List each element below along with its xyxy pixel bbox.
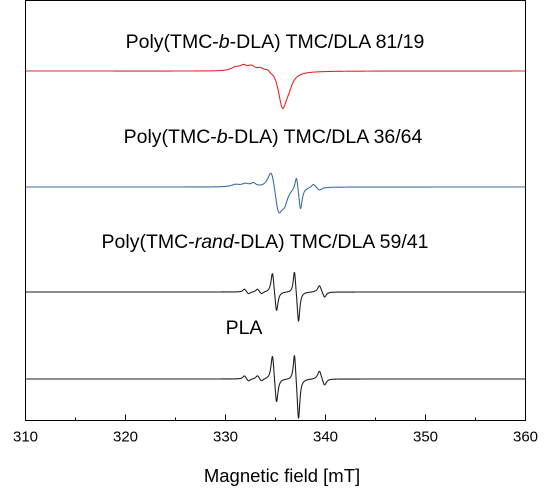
x-tick-label: 310 — [13, 429, 38, 446]
series-label-part: Poly(TMC- — [102, 231, 195, 253]
plot-frame — [25, 0, 526, 421]
series-label-part: Poly(TMC- — [126, 31, 219, 53]
x-axis: 310 320 330 340 350 360 — [13, 414, 538, 446]
series-label-part: rand — [195, 231, 235, 253]
x-axis-label: Magnetic field [mT] — [204, 465, 360, 486]
x-tick-label: 350 — [413, 429, 438, 446]
series-label-part: PLA — [226, 317, 263, 339]
x-tick-label: 330 — [213, 429, 238, 446]
series-label-part: -DLA) TMC/DLA 81/19 — [230, 31, 425, 53]
series-label-s4: PLA — [226, 317, 263, 339]
series-line-s1 — [25, 63, 526, 109]
series-label-part: -DLA) TMC/DLA 36/64 — [228, 126, 423, 148]
x-tick-label: 320 — [113, 429, 138, 446]
series-label-s1: Poly(TMC-b-DLA) TMC/DLA 81/19 — [126, 31, 425, 53]
series-label-layer: Poly(TMC-b-DLA) TMC/DLA 81/19Poly(TMC-b-… — [102, 31, 429, 339]
series-label-part: -DLA) TMC/DLA 59/41 — [234, 231, 429, 253]
series-label-s3: Poly(TMC-rand-DLA) TMC/DLA 59/41 — [102, 231, 429, 253]
series-label-s2: Poly(TMC-b-DLA) TMC/DLA 36/64 — [124, 126, 423, 148]
series-label-part: b — [217, 126, 228, 148]
series-line-s4 — [25, 355, 526, 419]
series-line-s3 — [25, 271, 526, 322]
series-line-s2 — [25, 172, 526, 214]
series-layer — [25, 63, 526, 419]
x-tick-label: 360 — [513, 429, 538, 446]
x-tick-label: 340 — [313, 429, 338, 446]
series-label-part: b — [219, 31, 230, 53]
series-label-part: Poly(TMC- — [124, 126, 217, 148]
